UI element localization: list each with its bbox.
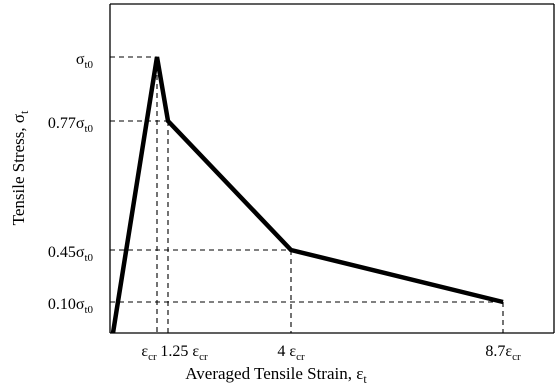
y-axis-title-subscript: t xyxy=(17,110,31,114)
y-tick-label: 0.45σt0 xyxy=(48,244,94,264)
y-tick-label: 0.10σt0 xyxy=(48,296,94,316)
y-tick-labels: σt0 0.77σt0 0.45σt0 0.10σt0 xyxy=(48,51,94,316)
x-tick-labels: εcr 1.25 εcr 4 εcr 8.7εcr xyxy=(141,343,521,363)
stress-strain-curve xyxy=(110,56,504,334)
axes xyxy=(109,3,555,334)
y-tick-label: σt0 xyxy=(76,51,94,71)
x-axis-title-subscript: t xyxy=(363,372,367,386)
y-tick-label: 0.77σt0 xyxy=(48,115,94,135)
x-axis-title-symbol: ε xyxy=(356,364,363,383)
x-tick-label: 8.7εcr xyxy=(485,343,521,363)
y-axis-title-text: Tensile Stress, xyxy=(9,123,28,225)
series-layer xyxy=(110,56,504,334)
x-tick-label: εcr xyxy=(141,343,157,363)
y-axis-title: Tensile Stress, σt xyxy=(9,110,31,225)
x-tick-label: 1.25 εcr xyxy=(160,343,208,363)
x-axis-title: Averaged Tensile Strain, εt xyxy=(185,364,367,386)
x-axis-title-text: Averaged Tensile Strain, xyxy=(185,364,356,383)
y-axis-title-symbol: σ xyxy=(9,114,28,123)
x-tick-label: 4 εcr xyxy=(277,343,305,363)
guide-lines xyxy=(110,56,504,333)
